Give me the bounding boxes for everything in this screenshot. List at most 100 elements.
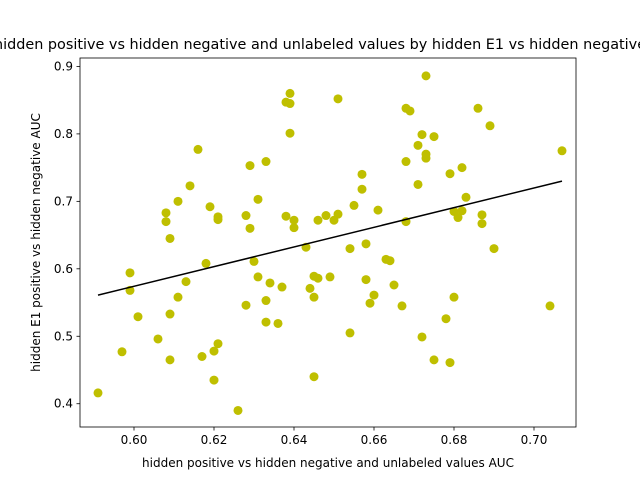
data-point-23 xyxy=(213,339,223,349)
data-point-90 xyxy=(457,163,467,173)
data-point-53 xyxy=(325,272,335,282)
data-point-34 xyxy=(261,157,271,167)
data-point-85 xyxy=(445,358,455,368)
y-tick-label: 0.6 xyxy=(54,262,73,276)
data-point-17 xyxy=(201,258,211,268)
data-point-48 xyxy=(309,292,319,302)
data-point-20 xyxy=(209,346,219,356)
data-point-58 xyxy=(345,244,355,254)
data-point-77 xyxy=(417,332,427,342)
data-point-68 xyxy=(385,256,395,266)
data-point-96 xyxy=(485,121,495,131)
data-point-91 xyxy=(457,206,467,216)
data-point-27 xyxy=(245,223,255,233)
data-point-87 xyxy=(449,292,459,302)
data-point-89 xyxy=(453,213,463,223)
chart-title: hidden positive vs hidden negative and u… xyxy=(0,37,640,53)
x-axis-label: hidden positive vs hidden negative and u… xyxy=(142,456,514,470)
data-point-13 xyxy=(181,277,191,287)
plot-frame xyxy=(79,57,577,428)
data-point-69 xyxy=(389,280,399,290)
data-point-33 xyxy=(261,317,271,327)
data-point-22 xyxy=(213,212,223,222)
data-point-50 xyxy=(313,273,323,283)
data-point-16 xyxy=(197,352,207,362)
data-point-94 xyxy=(477,210,487,220)
y-axis-label: hidden E1 positive vs hidden negative AU… xyxy=(29,113,43,372)
data-point-92 xyxy=(461,192,471,202)
data-point-93 xyxy=(473,103,483,113)
data-point-57 xyxy=(345,328,355,338)
data-point-19 xyxy=(209,375,219,385)
data-point-10 xyxy=(165,355,175,365)
x-tick-label: 0.66 xyxy=(361,433,388,447)
data-point-18 xyxy=(205,202,215,212)
data-point-74 xyxy=(405,106,415,116)
data-point-86 xyxy=(445,169,455,179)
y-tick-label: 0.9 xyxy=(54,59,73,73)
data-point-55 xyxy=(333,209,343,219)
data-point-63 xyxy=(361,275,371,285)
data-point-25 xyxy=(241,211,251,221)
data-point-70 xyxy=(397,301,407,311)
data-point-49 xyxy=(309,372,319,382)
data-point-4 xyxy=(133,312,143,322)
data-point-7 xyxy=(161,217,171,227)
data-point-44 xyxy=(289,215,299,225)
data-point-11 xyxy=(173,292,183,302)
data-point-43 xyxy=(289,223,299,233)
data-point-75 xyxy=(413,179,423,189)
data-point-15 xyxy=(193,144,203,154)
plot-area xyxy=(93,71,567,415)
data-point-12 xyxy=(173,196,183,206)
y-tick-label: 0.4 xyxy=(54,397,73,411)
data-point-99 xyxy=(557,146,567,156)
data-point-72 xyxy=(401,157,411,167)
data-point-59 xyxy=(349,200,359,210)
data-point-82 xyxy=(429,355,439,365)
x-tick-label: 0.70 xyxy=(521,433,548,447)
trend-line xyxy=(97,180,563,296)
data-point-38 xyxy=(281,211,291,221)
data-point-6 xyxy=(161,208,171,218)
data-point-29 xyxy=(249,256,259,266)
y-tick-label: 0.8 xyxy=(54,127,73,141)
data-point-62 xyxy=(361,239,371,249)
data-point-65 xyxy=(369,290,379,300)
data-point-36 xyxy=(273,318,283,328)
data-point-60 xyxy=(357,184,367,194)
data-point-83 xyxy=(429,132,439,142)
data-point-5 xyxy=(153,334,163,344)
data-point-46 xyxy=(305,283,315,293)
data-point-98 xyxy=(545,301,555,311)
data-point-56 xyxy=(333,94,343,104)
data-point-40 xyxy=(285,128,295,138)
data-point-66 xyxy=(373,205,383,215)
y-tick-label: 0.5 xyxy=(54,329,73,343)
data-point-0 xyxy=(93,388,103,398)
data-point-41 xyxy=(285,99,295,109)
data-point-24 xyxy=(233,405,243,415)
data-point-97 xyxy=(489,244,499,254)
data-point-14 xyxy=(185,181,195,191)
data-point-8 xyxy=(165,233,175,243)
data-point-35 xyxy=(265,278,275,288)
data-point-52 xyxy=(321,211,331,221)
x-tick-label: 0.62 xyxy=(201,433,228,447)
data-point-64 xyxy=(365,298,375,308)
data-point-95 xyxy=(477,219,487,229)
data-point-51 xyxy=(313,215,323,225)
data-point-61 xyxy=(357,169,367,179)
data-point-78 xyxy=(417,130,427,140)
data-point-76 xyxy=(413,140,423,150)
data-point-30 xyxy=(253,272,263,282)
data-point-9 xyxy=(165,309,175,319)
x-tick-label: 0.64 xyxy=(281,433,308,447)
data-point-1 xyxy=(117,347,127,357)
x-axis: 0.60 0.62 0.64 0.66 0.68 0.70 xyxy=(121,427,548,447)
data-point-26 xyxy=(241,300,251,310)
data-point-37 xyxy=(277,282,287,292)
data-point-31 xyxy=(253,194,263,204)
y-tick-label: 0.7 xyxy=(54,194,73,208)
